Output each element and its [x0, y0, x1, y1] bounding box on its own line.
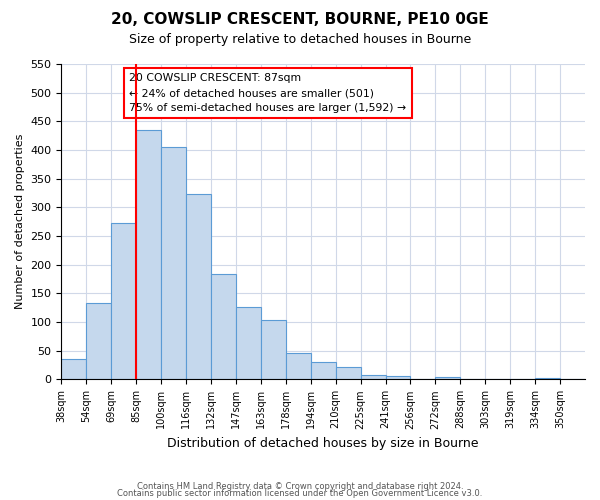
Bar — [286, 353, 311, 380]
Bar — [236, 306, 261, 380]
Text: Contains public sector information licensed under the Open Government Licence v3: Contains public sector information licen… — [118, 490, 482, 498]
Bar — [386, 376, 410, 380]
Bar — [161, 147, 186, 380]
Bar — [136, 130, 161, 380]
Bar — [311, 362, 335, 380]
Bar — [261, 320, 286, 380]
Text: 20 COWSLIP CRESCENT: 87sqm
← 24% of detached houses are smaller (501)
75% of sem: 20 COWSLIP CRESCENT: 87sqm ← 24% of deta… — [130, 74, 407, 113]
Bar — [535, 378, 560, 380]
Bar — [335, 368, 361, 380]
Bar — [436, 376, 460, 380]
Bar — [86, 303, 111, 380]
Text: 20, COWSLIP CRESCENT, BOURNE, PE10 0GE: 20, COWSLIP CRESCENT, BOURNE, PE10 0GE — [111, 12, 489, 28]
Text: Size of property relative to detached houses in Bourne: Size of property relative to detached ho… — [129, 32, 471, 46]
Bar — [111, 224, 136, 380]
Bar — [361, 375, 386, 380]
Text: Contains HM Land Registry data © Crown copyright and database right 2024.: Contains HM Land Registry data © Crown c… — [137, 482, 463, 491]
Y-axis label: Number of detached properties: Number of detached properties — [15, 134, 25, 310]
Bar — [186, 194, 211, 380]
Bar — [211, 274, 236, 380]
Bar — [61, 360, 86, 380]
X-axis label: Distribution of detached houses by size in Bourne: Distribution of detached houses by size … — [167, 437, 479, 450]
